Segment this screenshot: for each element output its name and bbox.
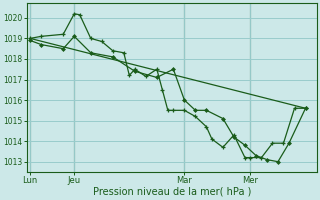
X-axis label: Pression niveau de la mer( hPa ): Pression niveau de la mer( hPa ) bbox=[92, 187, 251, 197]
